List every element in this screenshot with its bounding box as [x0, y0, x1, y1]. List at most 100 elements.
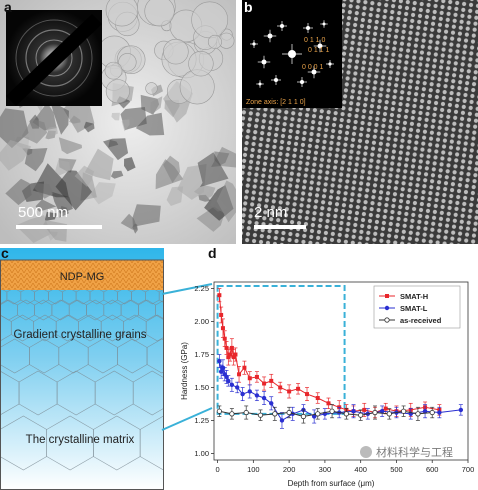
data-point — [247, 389, 252, 394]
x-tick-label: 100 — [247, 465, 260, 474]
data-point — [458, 407, 464, 413]
legend-label: SMAT-H — [400, 292, 428, 301]
crystalline-grain-outlines — [0, 287, 164, 471]
scale-bar-a — [16, 225, 102, 229]
data-point — [429, 409, 435, 416]
data-point — [343, 411, 349, 417]
data-point — [220, 326, 225, 331]
data-point — [437, 410, 442, 415]
panel-c-label: c — [1, 248, 9, 261]
data-point — [222, 336, 227, 341]
data-point — [401, 408, 407, 414]
index-0111: 0 1 1 1 — [308, 47, 330, 54]
data-point — [247, 376, 252, 381]
watermark: 材料科学与工程 — [360, 445, 453, 459]
x-tick-label: 600 — [426, 465, 439, 474]
index-0110: 0 1 1 0 — [304, 37, 326, 44]
y-tick-label: 1.75 — [194, 350, 209, 359]
data-point — [233, 352, 238, 357]
data-point — [242, 365, 247, 370]
legend-label: SMAT-L — [400, 304, 428, 313]
data-point — [358, 412, 364, 418]
data-point — [217, 358, 222, 364]
y-tick-label: 1.25 — [194, 416, 209, 425]
panel-d-label: d — [208, 248, 217, 261]
legend-marker — [384, 305, 390, 311]
watermark-text: 材料科学与工程 — [376, 445, 453, 459]
data-point — [272, 411, 278, 417]
ndp-mg-label: NDP-MG — [60, 271, 105, 283]
hardness-plot: 0 100 200 300 400 500 600 700 1.00 1.25 1.50 1.75 2.… — [180, 281, 475, 488]
data-point — [315, 396, 320, 401]
panel-b-hrtem-image: 0 1 1 0 0 1 1 1 0 0 0 1 Zone axis: [2 1 … — [242, 0, 478, 244]
wechat-icon — [360, 446, 372, 458]
panel-d-hardness-chart: 0 100 200 300 400 500 600 700 1.00 1.25 1.50 1.75 2.… — [164, 248, 478, 490]
data-point — [300, 413, 307, 420]
data-point — [262, 381, 267, 386]
panel-a-label: a — [4, 0, 12, 15]
data-point — [362, 407, 367, 412]
data-point — [218, 369, 224, 374]
data-point — [229, 382, 235, 388]
data-point — [217, 293, 222, 298]
tem-micrograph — [0, 0, 236, 244]
data-point — [229, 345, 234, 350]
data-point — [240, 391, 245, 397]
legend-marker — [384, 317, 390, 323]
scale-bar-b-label: 2 nm — [254, 204, 288, 221]
data-point — [311, 414, 317, 419]
y-axis-label: Hardness (GPa) — [180, 342, 189, 400]
data-point — [278, 385, 283, 390]
data-point — [237, 372, 242, 377]
data-point — [326, 401, 331, 406]
saed-inset — [6, 10, 102, 106]
x-tick-label: 400 — [354, 465, 367, 474]
data-point — [329, 408, 335, 414]
data-point — [379, 409, 385, 414]
data-point — [287, 389, 292, 394]
data-point — [305, 392, 310, 397]
panel-b-label: b — [244, 0, 253, 15]
y-tick-label: 2.00 — [194, 317, 209, 326]
scale-bar-b — [254, 225, 306, 229]
crystalline-matrix-label: The crystalline matrix — [26, 434, 135, 446]
scale-bar-a-label: 500 nm — [18, 204, 69, 221]
data-point — [254, 374, 259, 379]
data-point — [386, 411, 392, 417]
data-point — [351, 409, 356, 414]
data-point — [415, 411, 421, 417]
gradient-structure-schematic: NDP-MG Gradient crystalline grains The c… — [0, 248, 164, 490]
gradient-region-box — [216, 284, 346, 415]
data-point — [226, 355, 231, 360]
gradient-grains-label: Gradient crystalline grains — [14, 329, 147, 341]
diffraction-spots — [250, 20, 334, 88]
data-point — [279, 418, 285, 423]
panel-c-schematic: NDP-MG Gradient crystalline grains The c… — [0, 248, 164, 490]
x-tick-label: 300 — [319, 465, 332, 474]
zone-axis-label: Zone axis: [2 1 1 0] — [246, 99, 306, 106]
data-point — [254, 393, 260, 398]
zoom-connector-lines — [161, 283, 213, 431]
data-point — [231, 355, 236, 360]
data-point — [235, 385, 240, 390]
series-line — [219, 410, 433, 418]
data-point — [224, 345, 229, 350]
data-point — [216, 408, 222, 414]
data-point — [296, 386, 301, 391]
data-point — [261, 395, 267, 401]
hrtem-lattice: 0 1 1 0 0 1 1 1 0 0 0 1 Zone axis: [2 1 … — [242, 0, 478, 244]
data-point — [315, 411, 321, 417]
x-tick-label: 0 — [215, 465, 219, 474]
y-tick-label: 1.50 — [194, 383, 209, 392]
data-point — [269, 378, 274, 383]
panel-a-tem-image: 500 nm a — [0, 0, 236, 244]
data-point — [219, 312, 224, 317]
x-tick-label: 500 — [390, 465, 403, 474]
y-tick-label: 1.00 — [194, 449, 209, 458]
index-0001: 0 0 0 1 — [302, 64, 324, 71]
data-point — [226, 378, 231, 384]
data-point — [257, 412, 264, 418]
data-point — [383, 406, 388, 411]
y-tick-label: 2.25 — [194, 284, 209, 293]
x-tick-label: 700 — [462, 465, 475, 474]
